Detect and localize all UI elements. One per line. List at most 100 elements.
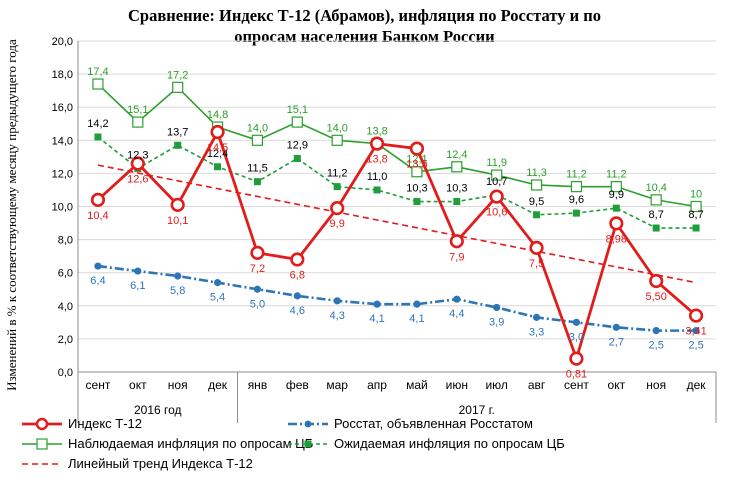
y-tick-label: 18,0 (52, 69, 73, 81)
data-point-rosstat (253, 285, 262, 293)
y-tick-label: 2,0 (58, 334, 73, 346)
data-label-t12: 0,81 (566, 369, 587, 381)
data-label-observed: 11,9 (486, 157, 507, 169)
data-label-t12: 12,6 (127, 173, 148, 185)
data-label-expected: 10,3 (406, 183, 427, 195)
data-point-rosstat (134, 267, 142, 275)
data-point-observed (690, 200, 702, 213)
data-point-expected (533, 211, 541, 219)
x-tick-label: дек (687, 378, 707, 392)
data-label-rosstat: 3,0 (569, 331, 584, 343)
data-point-rosstat (413, 300, 421, 308)
y-tick-label: 0,0 (58, 367, 73, 379)
data-point-t12 (369, 136, 385, 151)
data-point-expected (373, 186, 381, 194)
data-point-t12 (449, 234, 464, 249)
data-label-expected: 13,7 (167, 126, 188, 138)
data-label-observed: 17,4 (87, 66, 108, 78)
data-point-t12 (609, 216, 624, 231)
data-point-observed (451, 161, 463, 173)
data-point-t12 (409, 141, 425, 156)
data-point-expected (413, 198, 421, 206)
legend-label: Ожидаемая инфляция по опросам ЦБ (334, 436, 565, 451)
data-label-rosstat: 4,6 (290, 305, 305, 317)
data-label-observed: 11,2 (606, 169, 627, 181)
x-tick-label: ноя (168, 378, 188, 392)
x-tick-label: дек (208, 378, 228, 392)
trend-line (97, 164, 697, 284)
legend-label: Линейный тренд Индекса Т-12 (68, 456, 253, 471)
data-point-t12 (290, 252, 305, 267)
data-label-expected: 12,4 (207, 148, 228, 160)
data-label-expected: 11,0 (367, 171, 388, 183)
data-point-rosstat (532, 313, 541, 321)
legend-marker-observed (36, 438, 48, 450)
y-tick-label: 20,0 (52, 36, 73, 48)
data-point-observed (331, 134, 343, 146)
x-tick-label: фев (286, 378, 309, 392)
data-label-rosstat: 4,1 (369, 313, 384, 325)
data-label-expected: 9,9 (609, 189, 624, 201)
data-point-observed (610, 181, 622, 193)
data-point-t12 (649, 273, 664, 289)
y-tick-label: 8,0 (58, 235, 73, 247)
data-point-rosstat (213, 279, 222, 287)
legend-marker-t12 (35, 417, 49, 431)
data-point-observed (411, 166, 423, 178)
data-point-rosstat (652, 327, 660, 335)
data-point-t12 (210, 124, 225, 140)
data-label-expected: 14,2 (87, 118, 108, 130)
year-group-label: 2016 год (134, 403, 182, 417)
data-label-observed: 11,2 (566, 169, 587, 181)
data-label-t12: 7,9 (449, 251, 464, 263)
data-point-rosstat (692, 327, 700, 335)
y-tick-label: 14,0 (52, 135, 73, 147)
data-point-t12 (688, 308, 704, 323)
data-point-t12 (250, 245, 265, 260)
data-point-observed (92, 78, 104, 90)
data-point-rosstat (572, 318, 581, 326)
data-label-expected: 10,3 (446, 183, 467, 195)
data-label-t12: 3,41 (685, 326, 706, 338)
x-tick-label: июл (485, 378, 507, 392)
data-label-observed: 10 (690, 189, 702, 201)
data-point-observed (172, 81, 184, 93)
data-label-rosstat: 5,0 (250, 298, 265, 310)
legend-label: Росстат, объявленная Росстатом (334, 416, 533, 431)
data-point-t12 (170, 197, 185, 212)
data-point-t12 (130, 156, 145, 171)
x-tick-label: апр (367, 378, 387, 392)
data-point-t12 (529, 240, 544, 255)
y-tick-label: 16,0 (52, 102, 73, 114)
data-label-rosstat: 5,4 (210, 292, 225, 304)
data-point-t12 (90, 192, 106, 207)
data-point-rosstat (373, 300, 381, 308)
data-label-t12: 7,2 (250, 263, 265, 275)
x-tick-label: янв (248, 378, 268, 392)
data-label-t12: 14,5 (207, 142, 228, 154)
data-label-observed: 15,1 (287, 104, 308, 116)
data-point-observed (650, 194, 662, 206)
legend-label: Наблюдаемая инфляция по опросам ЦБ (68, 436, 313, 451)
series-line-observed (97, 83, 697, 208)
data-label-observed: 13,8 (366, 126, 387, 138)
data-label-t12: 10,6 (486, 207, 507, 219)
data-label-observed: 12,4 (446, 149, 467, 161)
data-point-observed (291, 116, 303, 128)
data-point-rosstat (333, 297, 341, 305)
legend-marker-expected (304, 440, 312, 448)
series-line-t12 (96, 128, 697, 364)
x-tick-label: май (406, 378, 428, 392)
data-point-expected (293, 155, 301, 163)
data-point-t12 (569, 351, 584, 366)
x-tick-label: окт (129, 378, 147, 392)
data-label-rosstat: 4,1 (409, 313, 424, 325)
series-line-rosstat (97, 264, 697, 332)
data-label-observed: 14,0 (247, 122, 268, 134)
x-tick-label: ноя (646, 378, 666, 392)
data-label-expected: 9,6 (569, 194, 584, 206)
chart-title-line-1: Сравнение: Индекс Т-12 (Абрамов), инфляц… (128, 6, 601, 25)
data-point-expected (214, 163, 222, 171)
